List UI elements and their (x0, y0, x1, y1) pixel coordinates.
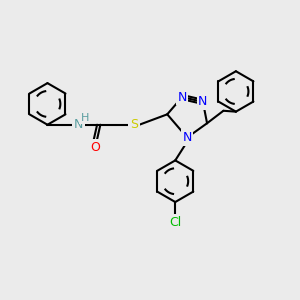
Text: Cl: Cl (169, 216, 182, 229)
Text: H: H (80, 113, 89, 123)
Text: O: O (90, 141, 100, 154)
Text: N: N (74, 118, 83, 131)
Text: S: S (130, 118, 138, 131)
Text: N: N (198, 95, 208, 108)
Text: N: N (177, 91, 187, 103)
Text: N: N (182, 131, 192, 144)
